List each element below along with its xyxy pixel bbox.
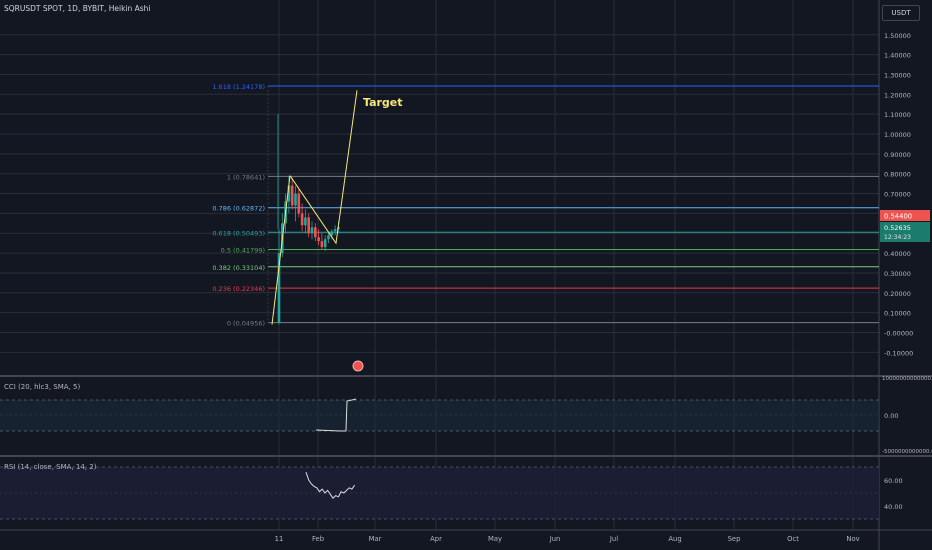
rsi-tick: 40.00 (884, 503, 903, 511)
candle-body (294, 193, 297, 206)
candle-body (277, 253, 281, 323)
chart-title: SQRUSDT SPOT, 1D, BYBIT, Heikin Ashi (4, 4, 151, 13)
candle-body (330, 231, 334, 236)
cci-top-label: 10000000000000.00 (882, 376, 932, 382)
candle-body (297, 193, 301, 214)
y-tick-label: 1.50000 (884, 32, 911, 40)
countdown-label: 12:34:23 (884, 234, 911, 241)
event-icon (352, 360, 364, 372)
candle-body (290, 185, 294, 206)
fib-label: 1.618 (1.24178) (212, 83, 265, 91)
x-tick-label: Nov (846, 535, 859, 543)
y-tick-label: 1.40000 (884, 52, 911, 60)
candle-body (327, 235, 330, 240)
x-tick-label: 11 (275, 535, 284, 543)
fib-label: 0.236 (0.22346) (212, 285, 265, 293)
projection-line (289, 90, 358, 245)
y-tick-label: 1.10000 (884, 111, 911, 119)
cci-tick: 0.00 (884, 412, 898, 420)
last-price-tag (880, 210, 930, 221)
target-annotation: Target (363, 96, 403, 109)
x-tick-label: Aug (668, 535, 681, 543)
cci-band (0, 400, 879, 431)
y-tick-label: 0.30000 (884, 270, 911, 278)
fib-label: 0.786 (0.62872) (212, 205, 265, 213)
x-tick-label: Jul (609, 535, 618, 543)
rsi-title: RSI (14, close, SMA, 14, 2) (4, 463, 97, 471)
candle-body (320, 241, 324, 248)
candle-body (300, 213, 304, 226)
fib-label: 1 (0.78641) (227, 173, 265, 181)
y-tick-label: 0.90000 (884, 151, 911, 159)
fib-label: 0.382 (0.33104) (212, 264, 265, 272)
y-tick-label: -0.00000 (884, 330, 913, 338)
cci-bottom-label: -5000000000000.00 (882, 449, 932, 455)
y-tick-label: 1.00000 (884, 131, 911, 139)
x-tick-label: May (488, 535, 502, 543)
fib-label: 0.5 (0.41799) (221, 247, 265, 255)
fib-label: 0.618 (0.50493) (212, 229, 265, 237)
x-tick-label: Feb (312, 535, 324, 543)
price-tag-label: 0.52635 (884, 224, 911, 232)
candle-body (314, 227, 317, 238)
x-tick-label: Apr (430, 535, 442, 543)
candle-body (287, 185, 291, 202)
y-tick-label: 1.20000 (884, 91, 911, 99)
x-tick-label: Sep (728, 535, 741, 543)
trend-line (271, 175, 291, 325)
y-tick-label: 0.40000 (884, 250, 911, 258)
cci-title: CCI (20, hlc3, SMA, 5) (4, 383, 81, 391)
candle-body (304, 217, 307, 226)
x-tick-label: Jun (549, 535, 561, 543)
x-tick-label: Oct (787, 535, 799, 543)
last-price-label: 0.54400 (884, 213, 912, 221)
candle-body (323, 239, 327, 248)
x-tick-label: Mar (369, 535, 382, 543)
candle-body (317, 237, 320, 242)
cci-line (315, 398, 357, 432)
candle-body (310, 227, 314, 234)
y-tick-label: -0.10000 (884, 349, 913, 357)
rsi-line (305, 472, 356, 499)
fib-label: 0 (0.04956) (227, 320, 265, 328)
candle-body (307, 217, 310, 234)
rsi-tick: 60.00 (884, 477, 903, 485)
price-tag (880, 222, 930, 242)
y-tick-label: 0.70000 (884, 191, 911, 199)
y-tick-label: 1.30000 (884, 71, 911, 79)
currency-selector[interactable]: USDT (882, 5, 920, 21)
y-tick-label: 0.10000 (884, 310, 911, 318)
y-tick-label: 0.20000 (884, 290, 911, 298)
y-tick-label: 0.80000 (884, 171, 911, 179)
candle-body (333, 229, 337, 232)
